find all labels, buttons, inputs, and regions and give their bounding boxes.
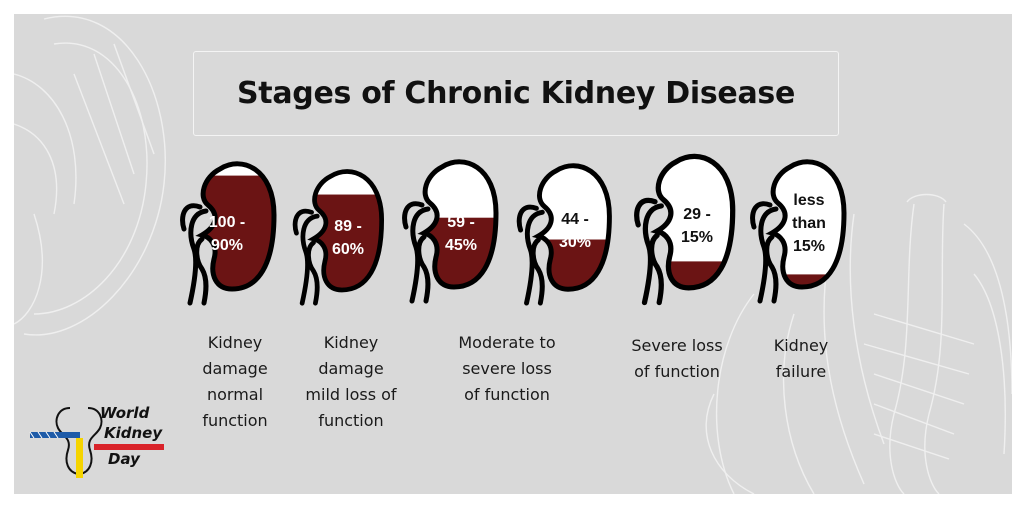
stage-caption-moderate: Moderate to severe loss of function: [427, 330, 587, 408]
stage-caption-2: Kidney damage mild loss of function: [281, 330, 421, 434]
gfr-range-line: less: [793, 192, 825, 209]
kidney-outline: [650, 153, 736, 291]
world-kidney-day-logo: World Kidney Day: [28, 402, 178, 482]
ureter-icon: [750, 201, 779, 304]
logo-text-world: World: [100, 404, 150, 422]
caption-line: of function: [634, 362, 720, 381]
caption-line: of function: [464, 385, 550, 404]
caption-line: function: [318, 411, 384, 430]
stage-gfr-range: less than 15%: [769, 189, 849, 258]
stage-caption-6: Kidney failure: [731, 333, 871, 385]
caption-line: Moderate to: [458, 333, 556, 352]
gfr-range-line: 30%: [558, 234, 592, 251]
caption-line: Kidney: [323, 333, 379, 352]
caption-line: function: [202, 411, 268, 430]
ureter-icon: [180, 203, 209, 306]
title-box: Stages of Chronic Kidney Disease: [193, 51, 839, 136]
stage-gfr-range: 89 - 60%: [308, 215, 388, 261]
ureter-icon: [292, 208, 320, 306]
page-title: Stages of Chronic Kidney Disease: [236, 76, 795, 111]
kidney-stage-1: [180, 161, 277, 306]
kidney-stage-4: [516, 163, 612, 306]
kidney-stage-6: [750, 159, 847, 304]
caption-line: damage: [202, 359, 268, 378]
gfr-range-line: 100 -: [208, 214, 246, 231]
ureter-icon: [634, 197, 664, 306]
logo-text-kidney: Kidney: [104, 424, 163, 442]
kidney-body: [772, 161, 844, 287]
caption-line: Kidney: [207, 333, 263, 352]
kidney-stage-2: [292, 169, 385, 306]
caption-line: failure: [775, 362, 827, 381]
stage-gfr-range: 59 - 45%: [421, 211, 501, 257]
gfr-range-line: 29 -: [683, 206, 711, 223]
gfr-range-line: than: [792, 215, 826, 232]
stage-gfr-range: 100 - 90%: [187, 211, 267, 257]
kidney-outline: [531, 163, 612, 292]
caption-line: mild loss of: [305, 385, 397, 404]
kidney-outline: [307, 169, 385, 293]
stage-gfr-range: 44 - 30%: [535, 208, 615, 254]
logo-text-day: Day: [108, 450, 140, 468]
caption-line: severe loss: [462, 359, 552, 378]
ureter-icon: [516, 204, 545, 306]
caption-line: Severe loss: [631, 336, 723, 355]
kidney-outline: [195, 161, 277, 292]
caption-line: damage: [318, 359, 384, 378]
gfr-range-line: 60%: [331, 241, 365, 258]
stage-gfr-range: 29 - 15%: [657, 203, 737, 249]
kidney-stage-3: [402, 159, 499, 304]
kidney-outline: [765, 159, 847, 290]
gfr-range-line: 15%: [680, 229, 714, 246]
background-art: [14, 15, 1012, 494]
stage-caption-1: Kidney damage normal function: [165, 330, 305, 434]
gfr-range-line: 44 -: [561, 211, 589, 228]
gfr-range-line: 45%: [444, 237, 478, 254]
gfr-range-line: 15%: [792, 238, 826, 255]
gfr-range-line: 59 -: [447, 214, 475, 231]
caption-line: Kidney: [773, 336, 829, 355]
infographic-canvas: Stages of Chronic Kidney Disease 100 - 90…: [14, 14, 1012, 494]
kidney-body: [657, 156, 733, 288]
caption-line: normal: [206, 385, 264, 404]
logo-mark-icon: [29, 407, 164, 478]
kidney-outline: [417, 159, 499, 290]
ureter-icon: [402, 201, 431, 304]
gfr-range-line: 90%: [210, 237, 244, 254]
stage-caption-5: Severe loss of function: [607, 333, 747, 385]
kidney-stage-5: [634, 153, 736, 306]
gfr-range-line: 89 -: [334, 218, 362, 235]
